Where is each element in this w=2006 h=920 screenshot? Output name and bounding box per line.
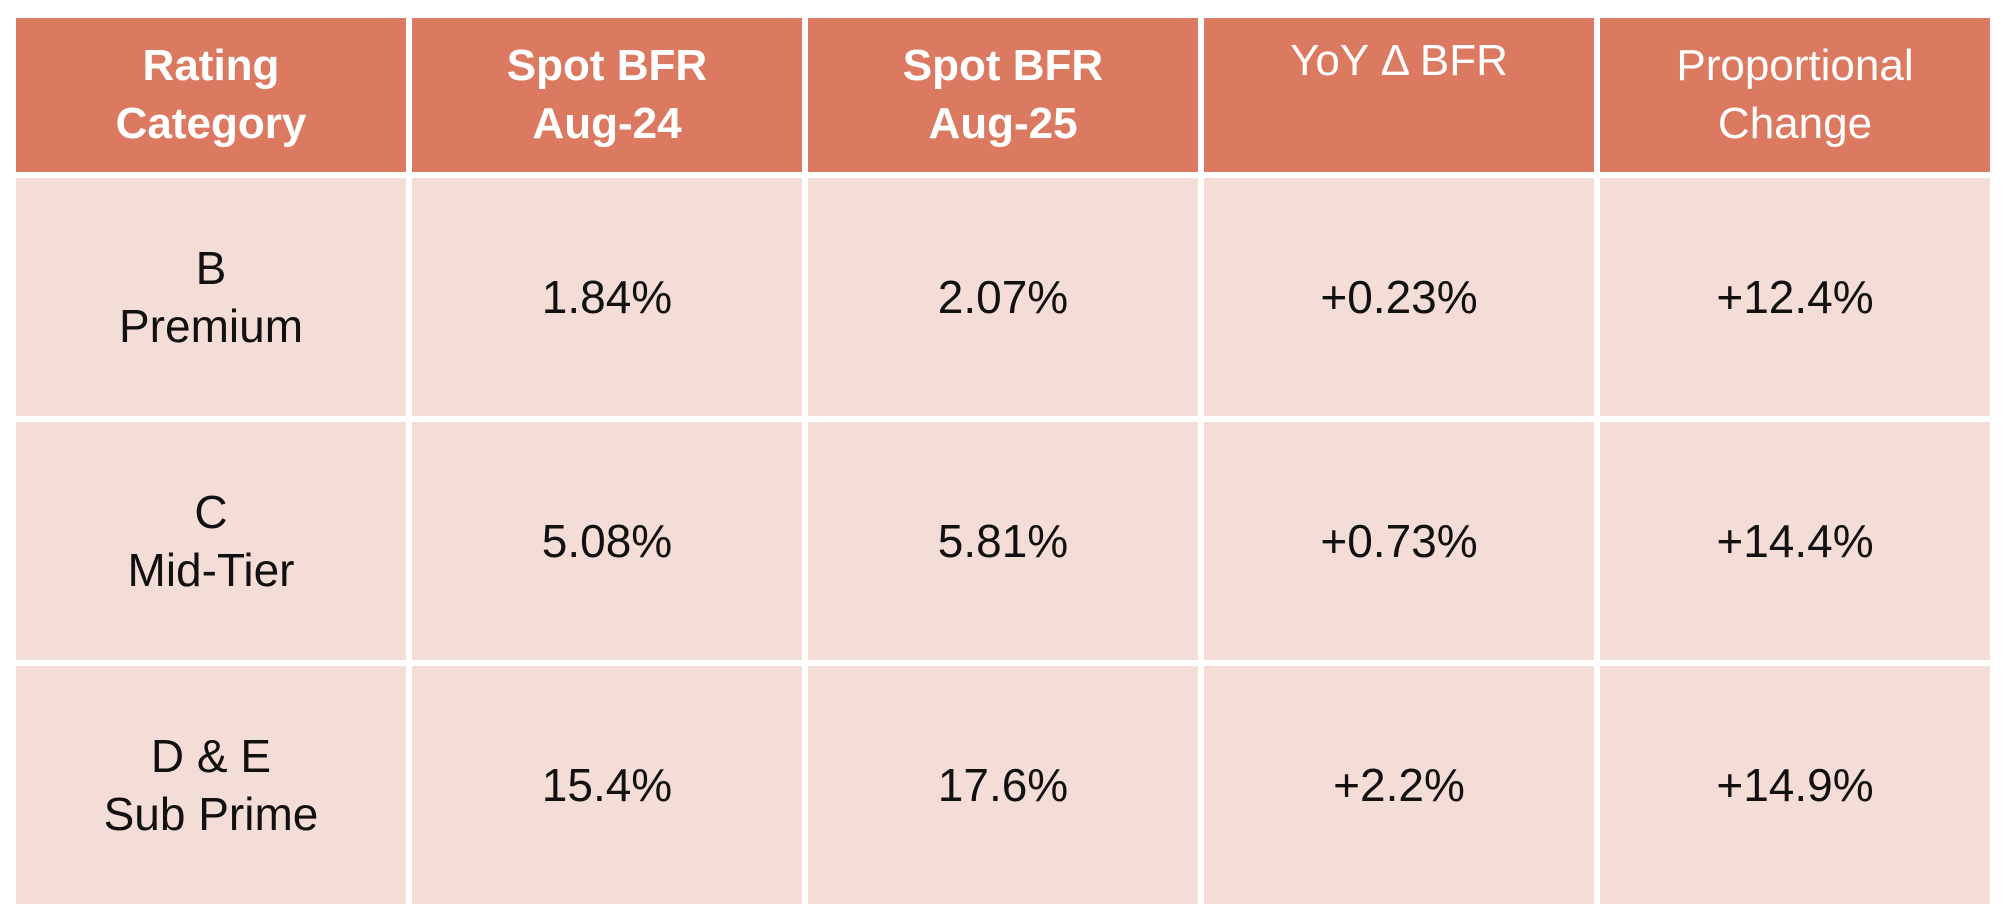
header-label-line1: Spot BFR — [902, 41, 1104, 90]
header-label-line2: Aug-25 — [928, 99, 1078, 148]
header-yoy-delta-bfr: YoY Δ BFR — [1204, 18, 1594, 172]
bfr-table: Rating Category Spot BFR Aug-24 Spot BFR… — [10, 12, 1996, 910]
cell-spot-bfr-aug25: 5.81% — [808, 422, 1198, 660]
bfr-table-container: Rating Category Spot BFR Aug-24 Spot BFR… — [16, 18, 1990, 906]
cell-proportional-change: +14.9% — [1600, 666, 1990, 904]
rating-name: Sub Prime — [103, 788, 319, 840]
rating-code: D & E — [150, 730, 272, 782]
header-label-line1: Proportional — [1676, 41, 1914, 90]
cell-yoy-delta-bfr: +0.73% — [1204, 422, 1594, 660]
table-row: D & E Sub Prime 15.4% 17.6% +2.2% +14.9% — [16, 666, 1990, 904]
header-spot-bfr-aug25: Spot BFR Aug-25 — [808, 18, 1198, 172]
cell-spot-bfr-aug25: 2.07% — [808, 178, 1198, 416]
cell-spot-bfr-aug24: 15.4% — [412, 666, 802, 904]
cell-rating-category: C Mid-Tier — [16, 422, 406, 660]
cell-spot-bfr-aug25: 17.6% — [808, 666, 1198, 904]
rating-code: C — [194, 486, 228, 538]
header-label-line1: Rating — [142, 41, 280, 90]
cell-proportional-change: +12.4% — [1600, 178, 1990, 416]
header-label-line1: Spot BFR — [506, 41, 708, 90]
cell-proportional-change: +14.4% — [1600, 422, 1990, 660]
header-row: Rating Category Spot BFR Aug-24 Spot BFR… — [16, 18, 1990, 172]
rating-name: Premium — [118, 300, 304, 352]
header-label-line2: Aug-24 — [532, 99, 682, 148]
table-row: B Premium 1.84% 2.07% +0.23% +12.4% — [16, 178, 1990, 416]
header-label-line2: Category — [115, 99, 307, 148]
cell-spot-bfr-aug24: 5.08% — [412, 422, 802, 660]
table-row: C Mid-Tier 5.08% 5.81% +0.73% +14.4% — [16, 422, 1990, 660]
header-label-line2: Change — [1717, 99, 1873, 148]
cell-rating-category: D & E Sub Prime — [16, 666, 406, 904]
header-proportional-change: Proportional Change — [1600, 18, 1990, 172]
table-header: Rating Category Spot BFR Aug-24 Spot BFR… — [16, 18, 1990, 172]
header-rating-category: Rating Category — [16, 18, 406, 172]
rating-code: B — [195, 242, 227, 294]
cell-spot-bfr-aug24: 1.84% — [412, 178, 802, 416]
cell-yoy-delta-bfr: +0.23% — [1204, 178, 1594, 416]
rating-name: Mid-Tier — [127, 544, 295, 596]
header-label-line1: YoY Δ BFR — [1290, 36, 1508, 85]
table-body: B Premium 1.84% 2.07% +0.23% +12.4% C Mi… — [16, 178, 1990, 904]
cell-rating-category: B Premium — [16, 178, 406, 416]
cell-yoy-delta-bfr: +2.2% — [1204, 666, 1594, 904]
header-spot-bfr-aug24: Spot BFR Aug-24 — [412, 18, 802, 172]
